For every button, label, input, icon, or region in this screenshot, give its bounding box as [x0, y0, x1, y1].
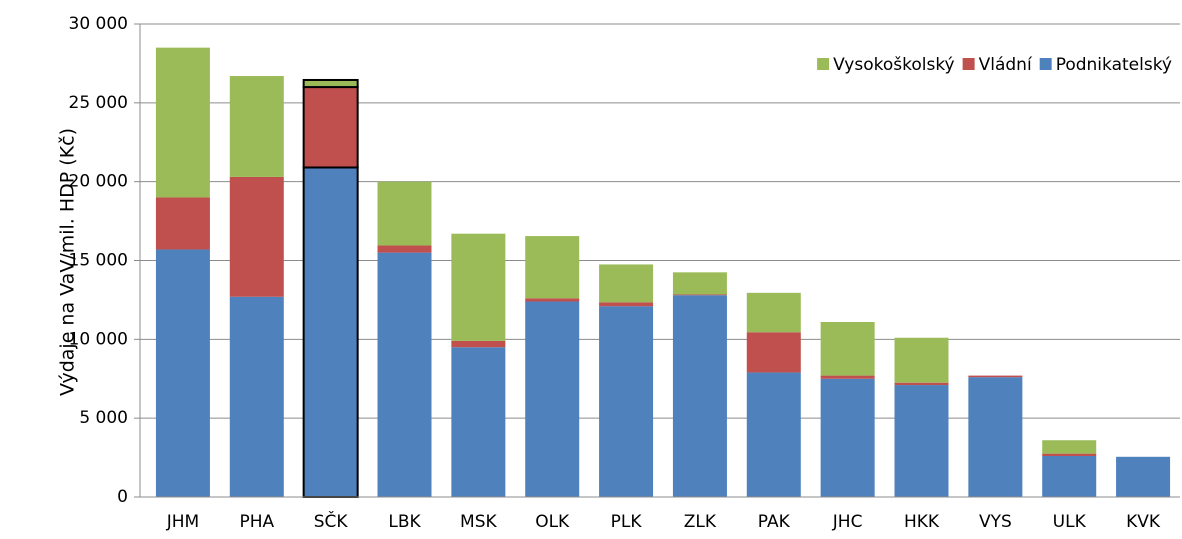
bar-segment — [894, 337, 949, 383]
bar-segment — [672, 294, 727, 296]
legend-swatch — [817, 58, 830, 70]
bar-segment — [525, 298, 580, 302]
y-tick-label: 15 000 — [69, 251, 128, 271]
bar-segment — [302, 78, 359, 89]
bar-segment — [672, 295, 727, 497]
bar-segment — [820, 378, 875, 497]
x-tick-label: JHC — [832, 512, 863, 532]
bar-segment — [1116, 456, 1171, 497]
bar-segment — [894, 385, 949, 497]
bar-segment — [525, 236, 580, 299]
y-tick-label: 20 000 — [69, 172, 128, 192]
x-tick-label: PAK — [758, 512, 791, 532]
bar-segment — [451, 347, 506, 497]
bar-segment — [968, 377, 1023, 497]
bar-segment — [746, 372, 801, 497]
bar-segment — [820, 375, 875, 379]
x-tick-label: VYS — [979, 512, 1012, 532]
legend-swatch — [962, 58, 975, 70]
legend-swatch — [1039, 58, 1052, 70]
x-tick-label: OLK — [535, 512, 570, 532]
x-tick-label: JHM — [166, 512, 199, 532]
bar-segment — [672, 272, 727, 295]
bar-segment — [155, 249, 210, 497]
bar-segment — [1042, 453, 1097, 457]
y-axis-label: Výdaje na VaV/mil. HDP (Kč) — [57, 128, 79, 396]
bar-segment — [302, 166, 359, 499]
y-tick-label: 5 000 — [79, 408, 128, 428]
legend-label: Vysokoškolský — [833, 55, 955, 75]
bar-segment — [229, 76, 284, 177]
bar-segment — [302, 86, 359, 169]
y-tick-label: 30 000 — [69, 14, 128, 34]
bar-segment — [746, 292, 801, 333]
bar-segment — [746, 332, 801, 373]
bar-segment — [377, 181, 432, 246]
x-tick-label: MSK — [460, 512, 497, 532]
x-tick-label: LBK — [388, 512, 421, 532]
y-tick-label: 25 000 — [69, 93, 128, 113]
x-tick-label: PLK — [611, 512, 643, 532]
bar-segment — [451, 233, 506, 341]
bar-segment — [451, 340, 506, 348]
bar-segment — [525, 301, 580, 497]
bar-segment — [155, 47, 210, 198]
bar-segment — [1042, 456, 1097, 497]
bar-segment — [1042, 440, 1097, 454]
bar-segment — [599, 264, 654, 303]
legend-label: Podnikatelský — [1056, 55, 1172, 75]
x-tick-label: SČK — [314, 510, 349, 532]
bar-segment — [820, 321, 875, 376]
x-tick-label: ULK — [1053, 512, 1087, 532]
bar-segment — [377, 252, 432, 497]
x-tick-label: ZLK — [684, 512, 717, 532]
bar-segment — [599, 302, 654, 307]
bar-segment — [229, 176, 284, 297]
bar-segment — [155, 197, 210, 250]
legend-label: Vládní — [979, 55, 1033, 75]
x-tick-label: HKK — [904, 512, 940, 532]
bar-segment — [229, 296, 284, 497]
y-tick-label: 10 000 — [69, 329, 128, 349]
bar-segment — [377, 245, 432, 253]
x-tick-label: KVK — [1126, 512, 1161, 532]
y-tick-label: 0 — [117, 487, 128, 507]
bar-segment — [968, 375, 1023, 378]
bar-segment — [894, 382, 949, 386]
bar-segment — [599, 306, 654, 497]
x-tick-label: PHA — [239, 512, 274, 532]
